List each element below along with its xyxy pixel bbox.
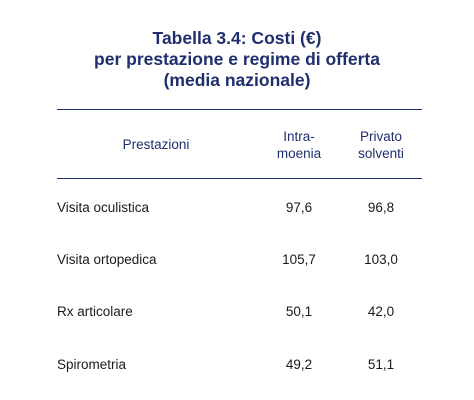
row-label-visita-ortopedica: Visita ortopedica <box>57 252 157 267</box>
header-rule <box>57 178 422 179</box>
row-label-spirometria: Spirometria <box>57 357 127 372</box>
cell-privato-spirometria: 51,1 <box>367 357 395 372</box>
header-intramoenia-line-1: Intra- <box>283 129 315 144</box>
cell-privato-visita-oculistica: 96,8 <box>367 200 395 215</box>
cell-privato-visita-ortopedica: 103,0 <box>364 252 398 267</box>
cell-intramoenia-spirometria: 49,2 <box>285 357 313 372</box>
header-intramoenia-line-2: moenia <box>276 146 322 161</box>
cell-intramoenia-visita-ortopedica: 105,7 <box>282 252 316 267</box>
table-title-line-2: per prestazione e regime di offerta <box>94 49 380 69</box>
header-privato-solventi: Privato solventi <box>341 128 421 162</box>
table-title: Tabella 3.4: Costi (€) per prestazione e… <box>0 28 474 91</box>
header-intramoenia: Intra- moenia <box>259 128 339 162</box>
row-label-rx-articolare: Rx articolare <box>57 304 133 319</box>
header-privato-line-2: solventi <box>358 146 404 161</box>
header-privato-line-1: Privato <box>359 129 403 144</box>
cell-intramoenia-rx-articolare: 50,1 <box>285 304 313 319</box>
header-prestazioni: Prestazioni <box>122 137 190 152</box>
table-title-line-3: (media nazionale) <box>163 70 311 90</box>
cell-privato-rx-articolare: 42,0 <box>367 304 395 319</box>
top-rule <box>57 109 422 110</box>
row-label-visita-oculistica: Visita oculistica <box>57 200 150 215</box>
cell-intramoenia-visita-oculistica: 97,6 <box>285 200 313 215</box>
table-title-line-1: Tabella 3.4: Costi (€) <box>152 28 322 48</box>
